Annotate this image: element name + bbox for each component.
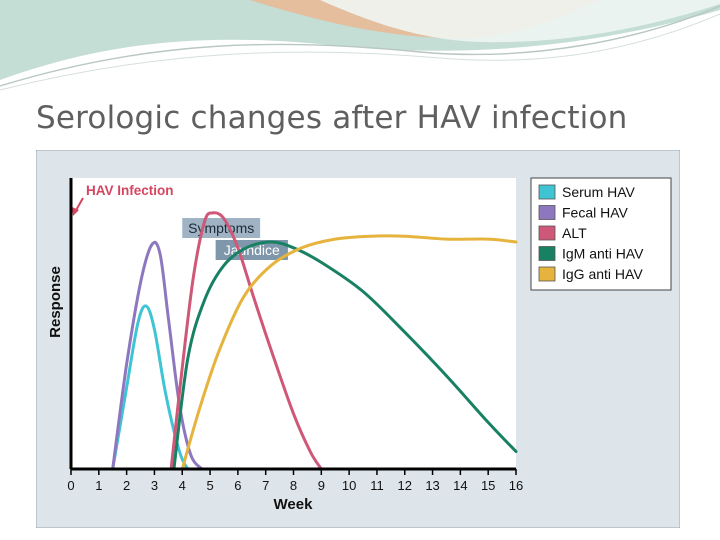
- x-tick-label: 2: [123, 478, 130, 493]
- x-tick-label: 15: [481, 478, 495, 493]
- symptoms-label: Symptoms: [188, 220, 254, 236]
- banner-light-swoosh: [320, 0, 720, 43]
- x-tick-label: 14: [453, 478, 467, 493]
- legend-layer: Serum HAV Fecal HAV ALT IgM anti HAV IgG ant…: [538, 184, 644, 282]
- infection-label: HAV Infection: [86, 183, 174, 198]
- x-tick-label: 1: [95, 478, 102, 493]
- x-tick-label: 6: [234, 478, 241, 493]
- x-axis-label: Week: [274, 496, 314, 513]
- legend-label: Serum HAV: [562, 184, 636, 200]
- infection-arrowhead: [72, 207, 79, 216]
- legend-label: IgM anti HAV: [562, 246, 644, 262]
- x-tick-layer: 0 1 2 3 4 5 6 7 8 9 10 11 12 13 14 15 16: [67, 469, 523, 493]
- series-layer: [111, 211, 518, 471]
- legend-label: IgG anti HAV: [562, 266, 643, 282]
- x-tick-label: 7: [262, 478, 269, 493]
- x-tick-label: 12: [398, 478, 412, 493]
- x-tick-label: 16: [509, 478, 523, 493]
- legend-swatch: [538, 225, 556, 241]
- plot-area: [71, 178, 516, 469]
- banner-line-1: [0, 5, 720, 87]
- legend-label: Fecal HAV: [562, 205, 629, 221]
- x-tick-label: 0: [67, 478, 74, 493]
- decorative-banner: [0, 0, 720, 91]
- banner-line-2: [0, 13, 720, 91]
- y-axis-label: Response: [47, 266, 64, 338]
- x-tick-label: 4: [179, 478, 186, 493]
- legend-swatch: [538, 246, 556, 261]
- series-line-fecal-hav: [111, 240, 204, 471]
- series-line-igg-anti-hav: [180, 234, 518, 471]
- x-tick-label: 10: [342, 478, 356, 493]
- x-tick-label: 3: [151, 478, 158, 493]
- series-line-igm-anti-hav: [172, 240, 518, 471]
- x-tick-label: 8: [290, 478, 297, 493]
- slide-title: Serologic changes after HAV infection: [36, 100, 628, 136]
- legend-swatch: [538, 205, 556, 220]
- legend-swatch: [538, 266, 556, 282]
- x-tick-label: 9: [318, 478, 325, 493]
- x-tick-label: 5: [206, 478, 213, 493]
- x-tick-label: 11: [370, 478, 384, 493]
- legend-label: ALT: [562, 225, 587, 241]
- legend-swatch: [538, 184, 556, 200]
- series-line-alt: [169, 211, 323, 471]
- x-tick-label: 13: [425, 478, 439, 493]
